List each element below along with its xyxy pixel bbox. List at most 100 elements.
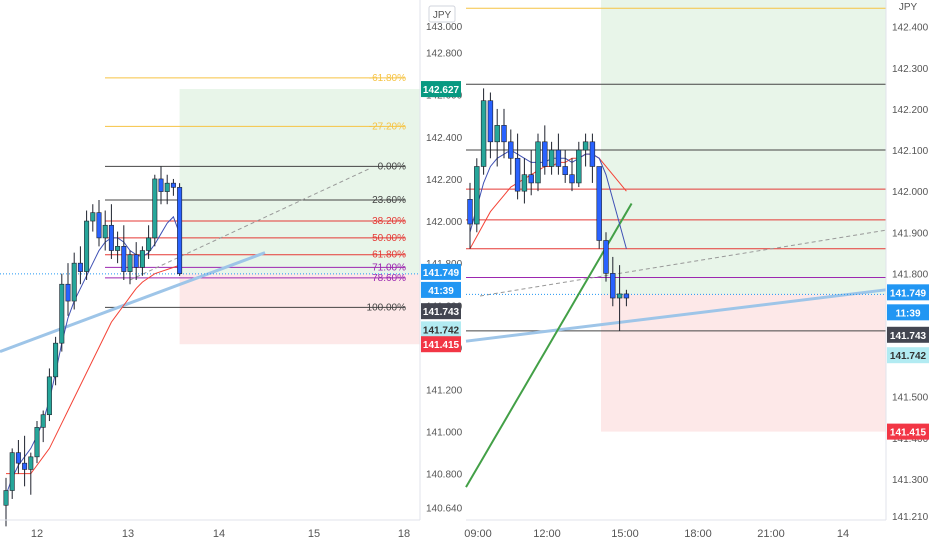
svg-text:142.627: 142.627 — [423, 85, 460, 96]
price-tick: 142.200 — [892, 105, 929, 116]
fib-label: 38.20% — [372, 216, 406, 227]
fast-moving-average — [469, 149, 627, 249]
svg-text:141.415: 141.415 — [890, 428, 927, 439]
candle — [596, 166, 602, 249]
fib-label: 61.80% — [372, 250, 406, 261]
time-tick: 09:00 — [464, 528, 492, 540]
price-tick: 142.300 — [892, 64, 929, 75]
candle — [46, 368, 52, 422]
countdown-badge: 41:39 — [421, 281, 461, 298]
bid-badge: 141.743 — [887, 326, 929, 343]
candle — [59, 273, 65, 352]
svg-text:141.749: 141.749 — [890, 288, 927, 299]
candle — [474, 158, 480, 233]
fib-label: 0.00% — [378, 161, 406, 172]
right-chart-panel[interactable] — [465, 0, 887, 520]
price-tick: 141.200 — [426, 385, 463, 396]
stop-zone — [179, 273, 420, 345]
slow-moving-average — [6, 264, 180, 475]
trendline — [465, 288, 887, 343]
candle — [96, 200, 102, 247]
left-chart-panel[interactable]: -61.80% -27.20% 0.00% 23.60% 38.20% 50.00% 61.… — [0, 0, 420, 527]
price-tick: 141.300 — [892, 475, 929, 486]
fib-label: 100.00% — [367, 302, 407, 313]
candle — [152, 174, 158, 247]
time-tick: 14 — [213, 528, 225, 540]
price-tick: 142.400 — [426, 133, 463, 144]
candle — [102, 210, 108, 251]
candle — [555, 133, 562, 175]
svg-text:11:39: 11:39 — [895, 308, 920, 319]
candle — [494, 108, 500, 167]
trendline — [0, 251, 266, 353]
candle — [616, 265, 623, 331]
price-tick: 142.200 — [426, 175, 463, 186]
price-tick: 143.000 — [426, 22, 463, 33]
candle — [15, 440, 21, 474]
price-tick: 140.640 — [426, 503, 463, 514]
price-tick: 141.000 — [426, 428, 463, 439]
svg-text:141.742: 141.742 — [890, 351, 927, 362]
candle — [139, 246, 145, 276]
candle — [610, 256, 616, 307]
candle — [40, 410, 46, 443]
candle — [121, 225, 127, 280]
candle — [115, 231, 121, 264]
ask-badge: 141.742 — [421, 321, 461, 338]
stop-price-badge: 141.415 — [421, 336, 461, 353]
candle — [77, 246, 83, 285]
candle — [508, 129, 514, 175]
candle — [90, 204, 96, 232]
left-price-axis[interactable]: 142.800142.600142.400142.200142.000141.8… — [419, 0, 463, 520]
time-tick: 12 — [31, 528, 43, 540]
price-tick: 140.800 — [426, 470, 463, 481]
price-tick: 141.900 — [892, 228, 929, 239]
fib-label: 78.60% — [372, 273, 406, 284]
candle — [542, 125, 548, 175]
candle — [164, 174, 170, 205]
svg-text:141.415: 141.415 — [423, 340, 460, 351]
right-time-axis[interactable]: 09:00 12:00 15:00 18:00 21:00 14 — [464, 519, 886, 540]
candle — [158, 166, 164, 205]
time-tick: 12:00 — [533, 528, 561, 540]
time-tick: 21:00 — [757, 528, 785, 540]
candle — [480, 88, 487, 175]
left-time-axis[interactable]: 12 13 14 15 18 — [0, 519, 420, 540]
target-zone — [601, 0, 886, 295]
fib-label: 23.60% — [372, 195, 406, 206]
fib-label: 71.00% — [372, 262, 406, 273]
svg-text:141.743: 141.743 — [423, 307, 460, 318]
price-tick: 142.000 — [892, 187, 929, 198]
candle — [65, 263, 71, 316]
currency-text: JPY — [899, 2, 918, 13]
dashed-projection — [479, 229, 887, 297]
candle — [3, 477, 9, 527]
candle — [170, 178, 176, 196]
price-tick: 142.100 — [892, 146, 929, 157]
candle — [127, 250, 133, 285]
candle — [521, 158, 528, 204]
candle — [133, 242, 139, 280]
slow-moving-average — [469, 153, 627, 249]
price-tick: 142.400 — [892, 23, 929, 34]
last-price-badge: 141.749 — [421, 263, 461, 280]
candle — [467, 182, 473, 249]
candle — [623, 289, 630, 307]
candle — [108, 204, 114, 259]
svg-text:141.743: 141.743 — [890, 331, 927, 342]
svg-text:141.749: 141.749 — [423, 268, 460, 279]
candle — [514, 133, 521, 200]
candlesticks — [467, 88, 630, 331]
candle — [528, 150, 534, 196]
right-price-axis[interactable]: 142.400 142.300 142.200 142.100 142.000 141.9… — [885, 0, 929, 523]
dashed-projection — [129, 167, 371, 281]
candle — [535, 133, 541, 192]
price-tick: 142.000 — [426, 217, 463, 228]
candle — [501, 108, 507, 159]
price-tick: 142.800 — [426, 49, 463, 60]
price-tick: 141.500 — [892, 393, 929, 404]
time-tick: 18 — [398, 528, 410, 540]
stop-price-badge: 141.415 — [887, 423, 929, 440]
candle — [589, 133, 596, 183]
